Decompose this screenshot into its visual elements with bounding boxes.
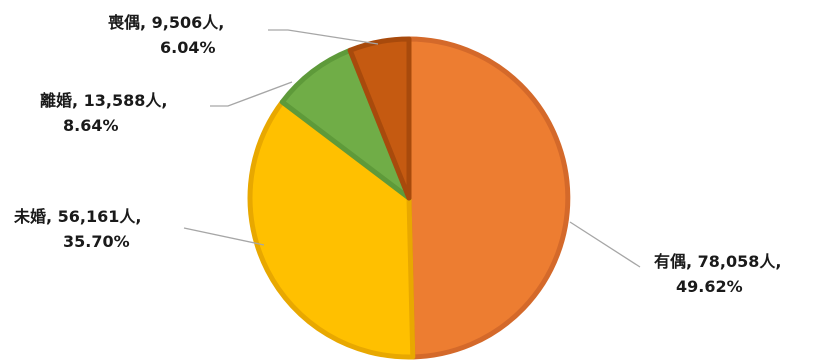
leader-line-3 xyxy=(210,81,293,107)
leader-line-1 xyxy=(569,221,641,268)
pie-slices xyxy=(247,36,571,360)
data-label-4-percent: 6.04% xyxy=(160,38,216,57)
leader-line-2 xyxy=(183,227,265,246)
data-label-2-percent: 35.70% xyxy=(63,232,130,251)
pie-slice-1 xyxy=(406,36,571,360)
pie-slice-4 xyxy=(347,36,412,201)
leader-lines xyxy=(183,29,641,268)
data-labels: 有偶, 78,058人, 49.62% 未婚, 56,161人, 35.70% 離婚, … xyxy=(13,13,781,296)
leader-line-4 xyxy=(268,29,379,45)
data-label-1-name-value: 有偶, 78,058人, xyxy=(654,252,781,271)
data-label-3-name-value: 離婚, 13,588人, xyxy=(40,91,167,110)
data-label-4-name-value: 喪偶, 9,506人, xyxy=(108,13,224,32)
data-label-2-name-value: 未婚, 56,161人, xyxy=(13,207,141,226)
data-label-3-percent: 8.64% xyxy=(63,116,119,135)
data-label-1-percent: 49.62% xyxy=(676,277,743,296)
pie-slice-2 xyxy=(247,99,416,360)
